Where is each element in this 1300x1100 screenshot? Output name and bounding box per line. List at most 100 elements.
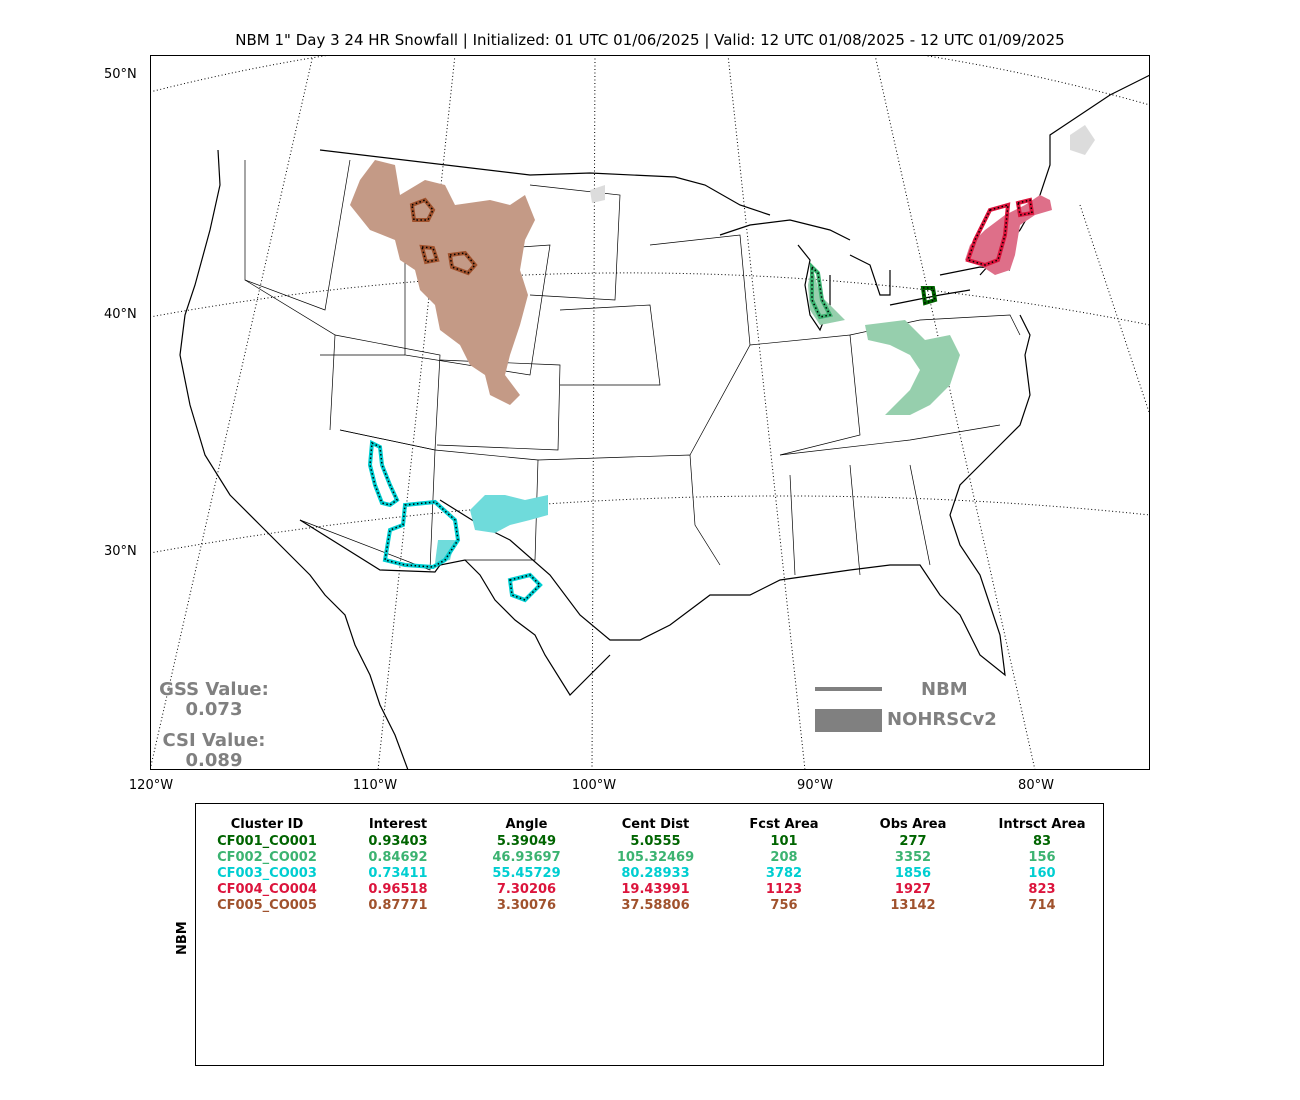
- table-cell: 714: [1028, 897, 1056, 913]
- lat-label-40n: 40°N: [104, 307, 137, 322]
- gss-score: GSS Value: 0.073: [150, 680, 278, 720]
- lake-superior: [719, 219, 851, 241]
- border-kansas: [559, 304, 661, 386]
- lake-huron: [849, 254, 891, 296]
- snowfall-map: [150, 55, 1150, 770]
- table-cell: 160: [1028, 865, 1056, 881]
- state-borders: [244, 159, 1021, 576]
- lat-label-30n: 30°N: [104, 544, 137, 559]
- table-body: CF001_CO001 0.93403 5.39049 5.0555 101 277 83 C…: [200, 833, 1106, 913]
- lon-label-90w: 90°W: [797, 778, 833, 793]
- legend-label-nbm: NBM: [921, 679, 968, 700]
- table-row: CF003_CO003 0.73411 55.45729 80.28933 3782 18…: [200, 865, 1106, 881]
- border-northwest: [244, 159, 351, 311]
- legend-line-swatch: [815, 687, 882, 691]
- border-tennessee: [779, 424, 1001, 456]
- table-cell: 1123: [765, 881, 803, 897]
- table-cell: 156: [1028, 849, 1056, 865]
- border-great-basin: [244, 279, 405, 431]
- obs-area-gray-nd: [590, 185, 605, 203]
- table-cell: CF001_CO001: [217, 833, 317, 849]
- table-cell: 3782: [765, 865, 803, 881]
- fcst-outline-green: [920, 286, 938, 306]
- obs-area-cyan: [470, 495, 548, 533]
- table-cell: 55.45729: [492, 865, 561, 881]
- table-cell: 7.30206: [496, 881, 557, 897]
- obs-area-green-ohio-valley: [865, 320, 960, 415]
- table-cell: 101: [770, 833, 798, 849]
- lon-label-80w: 80°W: [1018, 778, 1054, 793]
- col-intrsct-area: Intrsct Area: [998, 816, 1086, 832]
- legend-label-nohrsc: NOHRSCv2: [887, 709, 997, 730]
- lat-label-50n: 50°N: [104, 67, 137, 82]
- gss-label: GSS Value:: [159, 679, 269, 700]
- csi-label: CSI Value:: [162, 730, 266, 751]
- gss-value: 0.073: [185, 699, 243, 720]
- table-cell: 823: [1028, 881, 1056, 897]
- border-arizona: [299, 429, 436, 571]
- obs-area-gray: [1070, 125, 1095, 155]
- border-iowa-missouri: [649, 234, 751, 456]
- csi-score: CSI Value: 0.089: [150, 731, 278, 771]
- lon-line-100w: [591, 55, 596, 770]
- lat-line-40n: [150, 272, 1150, 326]
- table-cell: 0.87771: [368, 897, 428, 913]
- col-cluster-id: Cluster ID: [230, 816, 304, 832]
- col-cent-dist: Cent Dist: [621, 816, 690, 832]
- table-cell: 0.93403: [368, 833, 428, 849]
- fcst-outline-dots: [369, 199, 1033, 601]
- lat-line-30n: [150, 495, 1150, 554]
- table-cell: 1927: [894, 881, 932, 897]
- cluster-stats-table: Cluster ID Interest Angle Cent Dist Fcst…: [200, 815, 1106, 913]
- table-cell: 0.84692: [368, 849, 428, 865]
- graticule: [150, 55, 1150, 770]
- table-cell: 5.0555: [630, 833, 681, 849]
- table-cell: 277: [899, 833, 927, 849]
- table-header-row: Cluster ID Interest Angle Cent Dist Fcst…: [200, 815, 1106, 833]
- table-cell: 37.58806: [621, 897, 690, 913]
- lake-erie: [889, 289, 971, 306]
- table-cell: 208: [770, 849, 798, 865]
- border-texas-oklahoma: [537, 454, 721, 566]
- table-cell: 5.39049: [496, 833, 557, 849]
- table-cell: 3352: [894, 849, 932, 865]
- table-cell: 13142: [890, 897, 936, 913]
- mexico-border: [299, 519, 611, 696]
- table-cell: CF003_CO003: [217, 865, 317, 881]
- csi-value: 0.089: [185, 750, 243, 771]
- table-cell: 83: [1032, 833, 1052, 849]
- table-cell: 0.73411: [368, 865, 428, 881]
- gulf-and-atlantic-coast: [439, 314, 1031, 677]
- table-cell: 105.32469: [616, 849, 695, 865]
- map-frame: [150, 55, 1150, 770]
- table-cell: CF005_CO005: [217, 897, 317, 913]
- table-row: CF002_CO002 0.84692 46.93697 105.32469 208 33…: [200, 849, 1106, 865]
- table-cell: CF002_CO002: [217, 849, 317, 865]
- obs-area-brown: [350, 160, 535, 405]
- lon-label-100w: 100°W: [571, 778, 617, 793]
- northeast-border: [979, 74, 1150, 276]
- table-cell: 3.30076: [496, 897, 557, 913]
- plot-title: NBM 1" Day 3 24 HR Snowfall | Initialize…: [235, 31, 1065, 49]
- col-interest: Interest: [368, 816, 428, 832]
- table-cell: 46.93697: [492, 849, 561, 865]
- table-row: CF001_CO001 0.93403 5.39049 5.0555 101 277 83: [200, 833, 1106, 849]
- legend-fill-swatch: [815, 709, 882, 732]
- table-cell: 1856: [894, 865, 932, 881]
- obs-area-cyan-sw: [435, 540, 455, 563]
- lon-label-120w: 120°W: [128, 778, 174, 793]
- border-dakotas: [529, 184, 621, 301]
- canada-border: [319, 149, 771, 216]
- west-coast: [179, 149, 409, 770]
- table-row: CF005_CO005 0.87771 3.30076 37.58806 756 1314…: [200, 897, 1106, 913]
- table-cell: 80.28933: [621, 865, 690, 881]
- lon-line-110w: [377, 55, 456, 770]
- table-cell: 756: [770, 897, 798, 913]
- table-cell: 19.43991: [621, 881, 690, 897]
- table-cell: CF004_CO004: [217, 881, 317, 897]
- lat-line-50n: [150, 55, 1150, 106]
- table-cell: 0.96518: [368, 881, 428, 897]
- col-angle: Angle: [505, 816, 548, 832]
- stats-table-frame: [195, 803, 1104, 1066]
- border-deep-south: [789, 464, 931, 576]
